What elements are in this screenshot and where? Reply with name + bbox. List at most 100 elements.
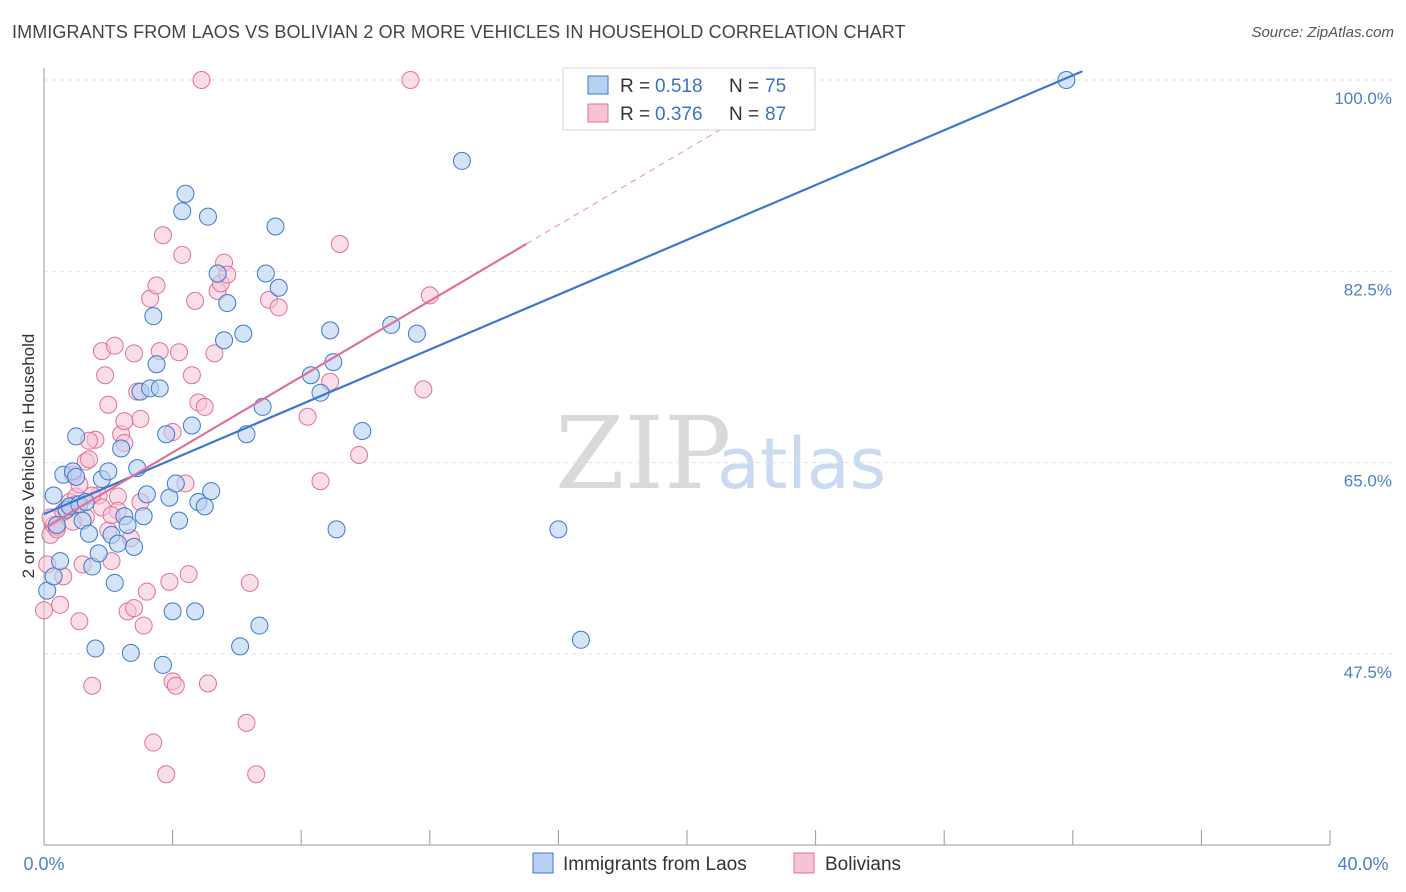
laos-point — [256, 264, 275, 283]
laos-point — [86, 639, 105, 658]
bottom-legend-swatch-bolivians — [793, 852, 815, 874]
laos-point — [89, 544, 108, 563]
watermark-zip: ZIP — [555, 395, 731, 512]
bolivians-point — [179, 565, 198, 584]
y-axis-label: 2 or more Vehicles in Household — [19, 334, 38, 579]
bolivians-point — [401, 71, 420, 89]
legend-r-value-laos: 0.518 — [655, 76, 703, 97]
bolivians-point — [137, 582, 156, 601]
bottom-legend-label-laos: Immigrants from Laos — [563, 854, 747, 875]
laos-point — [353, 421, 372, 440]
laos-point — [157, 425, 176, 444]
source-credit: Source: ZipAtlas.com — [1251, 24, 1394, 41]
laos-point — [144, 307, 163, 326]
bolivians-point — [166, 676, 185, 695]
bolivians-point — [269, 298, 288, 317]
y-tick-labels: 47.5% 65.0% 82.5% 100.0% — [1334, 89, 1392, 682]
bolivians-point — [186, 291, 205, 310]
laos-point — [327, 520, 346, 539]
laos-point — [195, 497, 214, 516]
bolivians-point — [205, 344, 224, 363]
bolivians-point — [99, 395, 118, 414]
laos-point — [176, 184, 195, 203]
legend-swatch-laos — [587, 75, 609, 95]
laos-point — [108, 534, 127, 553]
laos-point — [321, 321, 340, 340]
laos-point — [166, 474, 185, 493]
laos-point — [182, 416, 201, 435]
laos-point — [105, 573, 124, 592]
bolivians-point — [80, 450, 99, 469]
laos-point — [44, 486, 63, 505]
bottom-legend-label-bolivians: Bolivians — [825, 854, 901, 875]
y-tick-label: 82.5% — [1344, 280, 1392, 299]
bolivians-point — [182, 366, 201, 385]
x-ticks — [43, 830, 1331, 845]
bolivians-point — [237, 713, 256, 732]
y-tick-label: 47.5% — [1344, 663, 1392, 682]
bolivians-point — [125, 344, 144, 363]
laos-point — [266, 217, 285, 236]
bolivians-point — [83, 676, 102, 695]
laos-point — [250, 616, 269, 635]
laos-point — [80, 524, 99, 543]
laos-point — [202, 482, 221, 501]
laos-point — [147, 355, 166, 374]
laos-point — [253, 397, 272, 416]
bolivians-point — [173, 245, 192, 264]
bolivians-point — [157, 765, 176, 784]
watermark-atlas: atlas — [717, 423, 886, 505]
y-tick-label: 65.0% — [1344, 472, 1392, 491]
laos-points — [38, 71, 1076, 674]
laos-point — [571, 630, 590, 649]
laos-point — [234, 324, 253, 343]
x-tick-label-min: 0.0% — [23, 854, 64, 874]
laos-point — [198, 207, 217, 226]
laos-point — [99, 462, 118, 481]
laos-trend-line — [43, 70, 1083, 516]
legend-n-value-bolivians: 87 — [765, 104, 786, 125]
laos-point — [137, 485, 156, 504]
bolivians-point — [153, 226, 172, 245]
laos-point — [118, 515, 137, 534]
x-tick-label-max: 40.0% — [1337, 854, 1388, 874]
laos-point — [51, 552, 70, 571]
bolivians-point — [131, 409, 150, 428]
bolivians-point — [298, 407, 317, 426]
laos-point — [215, 331, 234, 350]
bolivians-trend-line — [43, 243, 527, 530]
laos-point — [67, 427, 86, 446]
bolivians-point — [240, 573, 259, 592]
bolivians-point — [247, 765, 266, 784]
bolivians-point — [311, 472, 330, 491]
bolivians-point — [51, 595, 70, 614]
laos-point — [163, 602, 182, 621]
bolivians-point — [147, 276, 166, 295]
bolivians-point — [330, 235, 349, 253]
laos-point — [153, 655, 172, 674]
laos-point — [150, 379, 169, 398]
laos-point — [112, 439, 131, 458]
bolivians-point — [96, 366, 115, 385]
correlation-legend: R = 0.518 N = 75 R = 0.376 N = 87 — [562, 67, 816, 131]
bolivians-point — [105, 336, 124, 355]
laos-point — [549, 520, 568, 539]
legend-swatch-bolivians — [587, 103, 609, 123]
legend-n-label-laos: N = — [729, 76, 759, 97]
laos-point — [67, 467, 86, 486]
laos-point — [134, 507, 153, 526]
legend-r-label-laos: R = — [620, 76, 650, 97]
laos-point — [452, 151, 471, 170]
laos-point — [125, 537, 144, 556]
bolivians-point — [192, 71, 211, 89]
bolivians-point — [70, 612, 89, 631]
legend-r-label-bolivians: R = — [620, 104, 650, 125]
gridlines — [44, 79, 1392, 655]
laos-point — [44, 567, 63, 586]
laos-point — [173, 202, 192, 221]
legend-n-label-bolivians: N = — [729, 104, 759, 125]
bolivians-point — [144, 733, 163, 752]
bolivians-point — [160, 572, 179, 591]
bolivians-point — [198, 674, 217, 693]
